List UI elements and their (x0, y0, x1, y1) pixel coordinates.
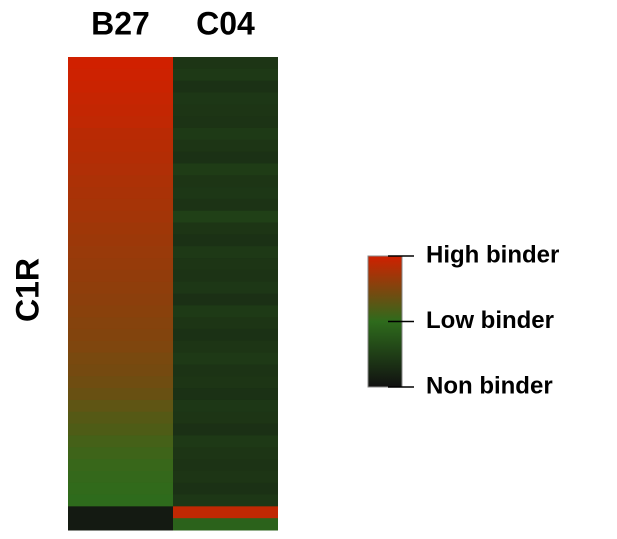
heatmap-cell (173, 68, 278, 82)
heatmap-cell (68, 494, 173, 507)
heatmap-cell (68, 127, 173, 141)
heatmap-cell (68, 104, 173, 117)
heatmap-cell (173, 198, 278, 212)
heatmap-cell (68, 293, 173, 306)
heatmap-cell (68, 246, 173, 259)
heatmap-cell (68, 305, 173, 318)
heatmap-cell (173, 447, 278, 460)
heatmap-cell (173, 139, 278, 153)
heatmap-cell (173, 258, 278, 271)
heatmap-cell (173, 246, 278, 259)
heatmap-cell (68, 175, 173, 188)
heatmap-cell (68, 234, 173, 247)
heatmap-cell (68, 198, 173, 212)
heatmap-cell (173, 127, 278, 141)
column-label: B27 (91, 5, 150, 41)
heatmap-cell (68, 411, 173, 425)
heatmap-cell (173, 57, 278, 70)
heatmap-cell (173, 269, 278, 283)
heatmap-cell (173, 411, 278, 425)
heatmap-cell (173, 210, 278, 224)
heatmap-cell (68, 518, 173, 531)
heatmap-cell (173, 305, 278, 318)
heatmap-cell (173, 328, 278, 342)
y-axis-label: C1R (9, 258, 45, 322)
heatmap-cell (68, 68, 173, 82)
heatmap-cell (173, 470, 278, 484)
heatmap-cell (173, 104, 278, 117)
heatmap-cell (68, 340, 173, 354)
heatmap-cell (68, 151, 173, 164)
heatmap-cell (68, 317, 173, 330)
heatmap-cell (68, 80, 173, 93)
heatmap-cell (173, 151, 278, 164)
heatmap-cell (68, 506, 173, 519)
heatmap-cell (68, 92, 173, 105)
heatmap-cell (68, 258, 173, 271)
colorbar-label: Low binder (426, 307, 554, 334)
heatmap-cell (173, 376, 278, 389)
heatmap-cell (173, 187, 278, 200)
heatmap-cell (68, 281, 173, 294)
heatmap-cell (173, 388, 278, 401)
heatmap-cell (68, 435, 173, 448)
heatmap-cell (173, 399, 278, 413)
heatmap-cell (173, 281, 278, 294)
heatmap-cell (68, 352, 173, 365)
heatmap-cell (68, 459, 173, 472)
heatmap-cell (68, 482, 173, 496)
heatmap-cell (173, 80, 278, 93)
heatmap-cell (173, 518, 278, 531)
heatmap-cell (173, 482, 278, 496)
colorbar-label: Non binder (426, 372, 553, 399)
heatmap-cell (68, 116, 173, 129)
heatmap-cell (173, 352, 278, 365)
heatmap-cell (173, 163, 278, 176)
heatmap-cell (173, 340, 278, 354)
heatmap-cell (68, 470, 173, 484)
heatmap-cell (68, 399, 173, 413)
heatmap-cell (68, 423, 173, 436)
heatmap-cell (173, 317, 278, 330)
heatmap-cell (173, 506, 278, 519)
heatmap-cell (173, 459, 278, 472)
heatmap-cell (68, 187, 173, 200)
heatmap-cell (68, 139, 173, 153)
heatmap-cell (68, 328, 173, 342)
heatmap-cell (173, 175, 278, 188)
heatmap-cell (173, 116, 278, 129)
heatmap-cell (68, 222, 173, 235)
heatmap-cell (68, 447, 173, 460)
heatmap-cell (68, 376, 173, 389)
heatmap-cell (68, 388, 173, 401)
heatmap-cell (173, 222, 278, 235)
heatmap-cell (68, 364, 173, 377)
heatmap-cell (173, 92, 278, 105)
colorbar-label: High binder (426, 241, 559, 268)
heatmap-cell (68, 210, 173, 224)
heatmap-cell (173, 423, 278, 436)
column-label: C04 (196, 5, 255, 41)
heatmap-cell (68, 163, 173, 176)
heatmap-cell (68, 269, 173, 283)
heatmap-cell (173, 293, 278, 306)
heatmap-cell (173, 494, 278, 507)
heatmap-cell (173, 435, 278, 448)
heatmap-cell (173, 234, 278, 247)
heatmap-cell (173, 364, 278, 377)
heatmap-cell (68, 57, 173, 70)
